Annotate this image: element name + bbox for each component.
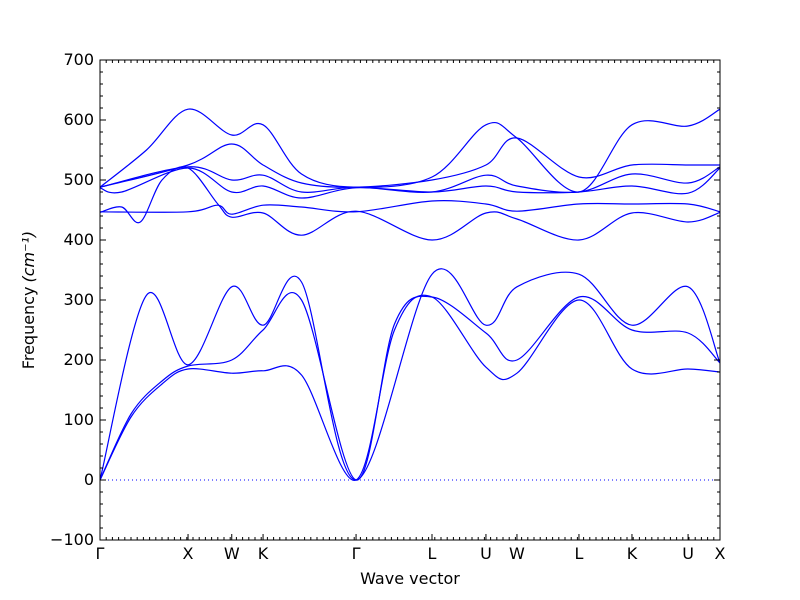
dispersion-branch-2 (99, 291, 721, 481)
x-tick-label: Γ (352, 544, 361, 563)
x-axis-label: Wave vector (360, 569, 460, 588)
y-tick-label: 500 (63, 170, 94, 189)
dispersion-branch-6 (99, 167, 721, 199)
dispersion-branch-3 (99, 268, 721, 481)
dispersion-branch-1 (99, 294, 721, 481)
x-tick-label: X (183, 544, 194, 563)
dispersion-branch-9 (99, 108, 721, 193)
y-tick-label: 100 (63, 410, 94, 429)
x-tick-label: W (224, 544, 240, 563)
y-tick-label: 400 (63, 230, 94, 249)
x-tick-label: K (627, 544, 638, 563)
x-tick-label: U (682, 544, 694, 563)
y-tick-label: 0 (84, 470, 94, 489)
dispersion-branch-7 (99, 166, 721, 194)
y-axis-unit: (cm⁻¹) (19, 231, 38, 283)
y-tick-label: 300 (63, 290, 94, 309)
x-tick-label: X (715, 544, 726, 563)
dispersion-branch-4 (99, 166, 721, 241)
y-tick-label: 600 (63, 110, 94, 129)
x-tick-label: L (574, 544, 583, 563)
dispersion-branch-8 (99, 137, 720, 188)
x-tick-label: W (509, 544, 525, 563)
x-tick-label: K (258, 544, 269, 563)
dispersion-branch-5 (99, 200, 721, 215)
x-tick-label: L (428, 544, 437, 563)
y-axis-label: Frequency (cm⁻¹) (19, 231, 38, 369)
y-tick-label: −100 (50, 530, 94, 549)
series-layer (99, 108, 721, 481)
x-tick-label: U (480, 544, 492, 563)
y-axis-label-text: Frequency (19, 287, 38, 370)
y-tick-label: 700 (63, 50, 94, 69)
x-tick-label: Γ (96, 544, 105, 563)
y-tick-label: 200 (63, 350, 94, 369)
